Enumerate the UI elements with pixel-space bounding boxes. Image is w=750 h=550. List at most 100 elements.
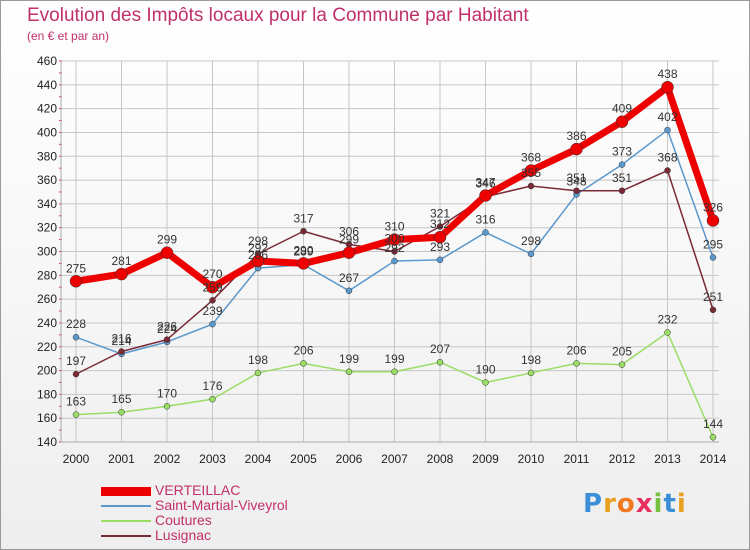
data-point-lusignac	[391, 248, 398, 255]
data-label-lusignac: 346	[475, 177, 495, 191]
data-label-verteillac: 281	[111, 254, 131, 268]
data-label-coutures: 165	[111, 392, 131, 406]
data-point-saint-martial-viveyrol	[72, 333, 80, 341]
data-label-verteillac: 312	[430, 217, 450, 231]
y-tick-label: 180	[37, 387, 57, 401]
data-label-saint-martial-viveyrol: 348	[566, 174, 586, 188]
data-label-coutures: 170	[157, 386, 177, 400]
data-point-lusignac	[163, 336, 171, 343]
data-point-saint-martial-viveyrol	[527, 250, 535, 258]
y-tick-label: 440	[37, 78, 57, 92]
y-tick-label: 200	[37, 364, 57, 378]
data-point-coutures	[573, 360, 580, 367]
y-tick-label: 460	[37, 54, 57, 68]
data-point-verteillac	[342, 246, 356, 259]
data-label-verteillac: 326	[703, 201, 723, 215]
data-point-verteillac	[297, 257, 310, 270]
data-label-saint-martial-viveyrol: 373	[612, 145, 632, 159]
data-point-coutures	[163, 403, 171, 410]
x-tick-label: 2011	[564, 452, 590, 466]
data-label-lusignac: 298	[248, 234, 268, 248]
data-point-verteillac	[479, 189, 492, 202]
y-tick-label: 420	[37, 102, 57, 116]
data-point-lusignac	[709, 306, 717, 314]
axes: 140 160 180 200 220 240 260 280 300 320 340 360 380 4…	[37, 54, 727, 466]
legend-label: Lusignac	[155, 527, 212, 543]
data-point-coutures	[118, 408, 125, 416]
data-label-coutures: 144	[703, 417, 723, 431]
data-point-lusignac	[118, 348, 125, 355]
legend-label: VERTEILLAC	[155, 482, 241, 498]
data-label-lusignac: 259	[202, 280, 222, 294]
data-label-verteillac: 310	[384, 220, 404, 234]
data-label-saint-martial-viveyrol: 286	[248, 248, 268, 262]
data-label-verteillac: 409	[612, 102, 632, 116]
data-label-lusignac: 355	[521, 166, 541, 180]
x-tick-label: 2006	[336, 452, 363, 466]
data-point-coutures	[709, 433, 717, 441]
data-point-lusignac	[573, 187, 580, 195]
data-point-verteillac	[69, 275, 83, 288]
data-label-lusignac: 351	[566, 171, 586, 185]
y-tick-label: 140	[37, 435, 57, 449]
data-point-coutures	[254, 369, 262, 377]
x-tick-label: 2002	[154, 452, 181, 466]
data-point-coutures	[300, 360, 307, 367]
x-tick-label: 2003	[199, 452, 226, 466]
legend-label: Saint-Martial-Viveyrol	[155, 497, 288, 513]
data-label-verteillac: 438	[657, 67, 677, 81]
data-label-coutures: 190	[475, 362, 495, 376]
legend-item-saint-martial-viveyrol: Saint-Martial-Viveyrol	[101, 497, 361, 513]
data-point-saint-martial-viveyrol	[436, 256, 444, 264]
data-label-saint-martial-viveyrol: 289	[293, 245, 313, 259]
x-tick-label: 2009	[472, 452, 499, 466]
y-tick-label: 340	[37, 197, 57, 211]
data-label-lusignac: 226	[157, 320, 177, 334]
data-label-coutures: 206	[293, 343, 313, 357]
chart-title: Evolution des Impôts locaux pour la Comm…	[27, 5, 529, 26]
y-tick-label: 380	[37, 149, 57, 163]
data-label-saint-martial-viveyrol: 214	[111, 334, 131, 348]
x-tick-label: 2001	[108, 452, 135, 466]
data-point-saint-martial-viveyrol	[345, 287, 353, 295]
data-label-saint-martial-viveyrol: 293	[430, 240, 450, 254]
data-point-saint-martial-viveyrol	[618, 161, 626, 168]
legend-item-verteillac: VERTEILLAC	[101, 482, 361, 498]
legend-item-coutures: Coutures	[101, 512, 361, 528]
data-label-coutures: 206	[566, 343, 586, 357]
data-point-coutures	[482, 379, 489, 386]
data-label-verteillac: 299	[157, 233, 177, 247]
data-point-verteillac	[661, 80, 674, 94]
legend-swatch	[101, 520, 151, 522]
data-label-saint-martial-viveyrol: 239	[202, 304, 222, 318]
data-label-lusignac: 368	[657, 151, 677, 165]
data-point-coutures	[345, 368, 353, 376]
data-label-lusignac: 306	[339, 224, 359, 238]
x-tick-label: 2010	[518, 452, 545, 466]
legend-label: Coutures	[155, 512, 212, 528]
y-tick-label: 280	[37, 268, 57, 282]
x-tick-label: 2014	[700, 452, 727, 466]
data-point-lusignac	[436, 223, 444, 230]
y-tick-label: 160	[37, 411, 57, 425]
data-point-verteillac	[706, 214, 720, 227]
data-label-verteillac: 347	[475, 176, 495, 190]
legend-item-lusignac: Lusignac	[101, 527, 361, 543]
data-point-coutures	[72, 411, 80, 418]
x-tick-label: 2004	[245, 452, 272, 466]
data-point-verteillac	[251, 254, 265, 268]
data-point-verteillac	[206, 280, 219, 294]
data-label-coutures: 205	[612, 345, 632, 359]
data-label-coutures: 199	[339, 352, 359, 366]
data-labels: 275 281 299 270 292 290 299 310 312 347 368 386 409 4…	[66, 67, 723, 431]
data-point-lusignac	[209, 297, 216, 304]
data-label-saint-martial-viveyrol: 316	[475, 212, 495, 226]
data-label-verteillac: 290	[293, 243, 313, 257]
data-label-lusignac: 300	[384, 232, 404, 246]
y-tick-label: 260	[37, 292, 57, 306]
data-point-coutures	[209, 395, 216, 403]
data-point-coutures	[664, 329, 671, 336]
data-point-verteillac	[570, 142, 583, 156]
data-point-saint-martial-viveyrol	[664, 126, 671, 134]
